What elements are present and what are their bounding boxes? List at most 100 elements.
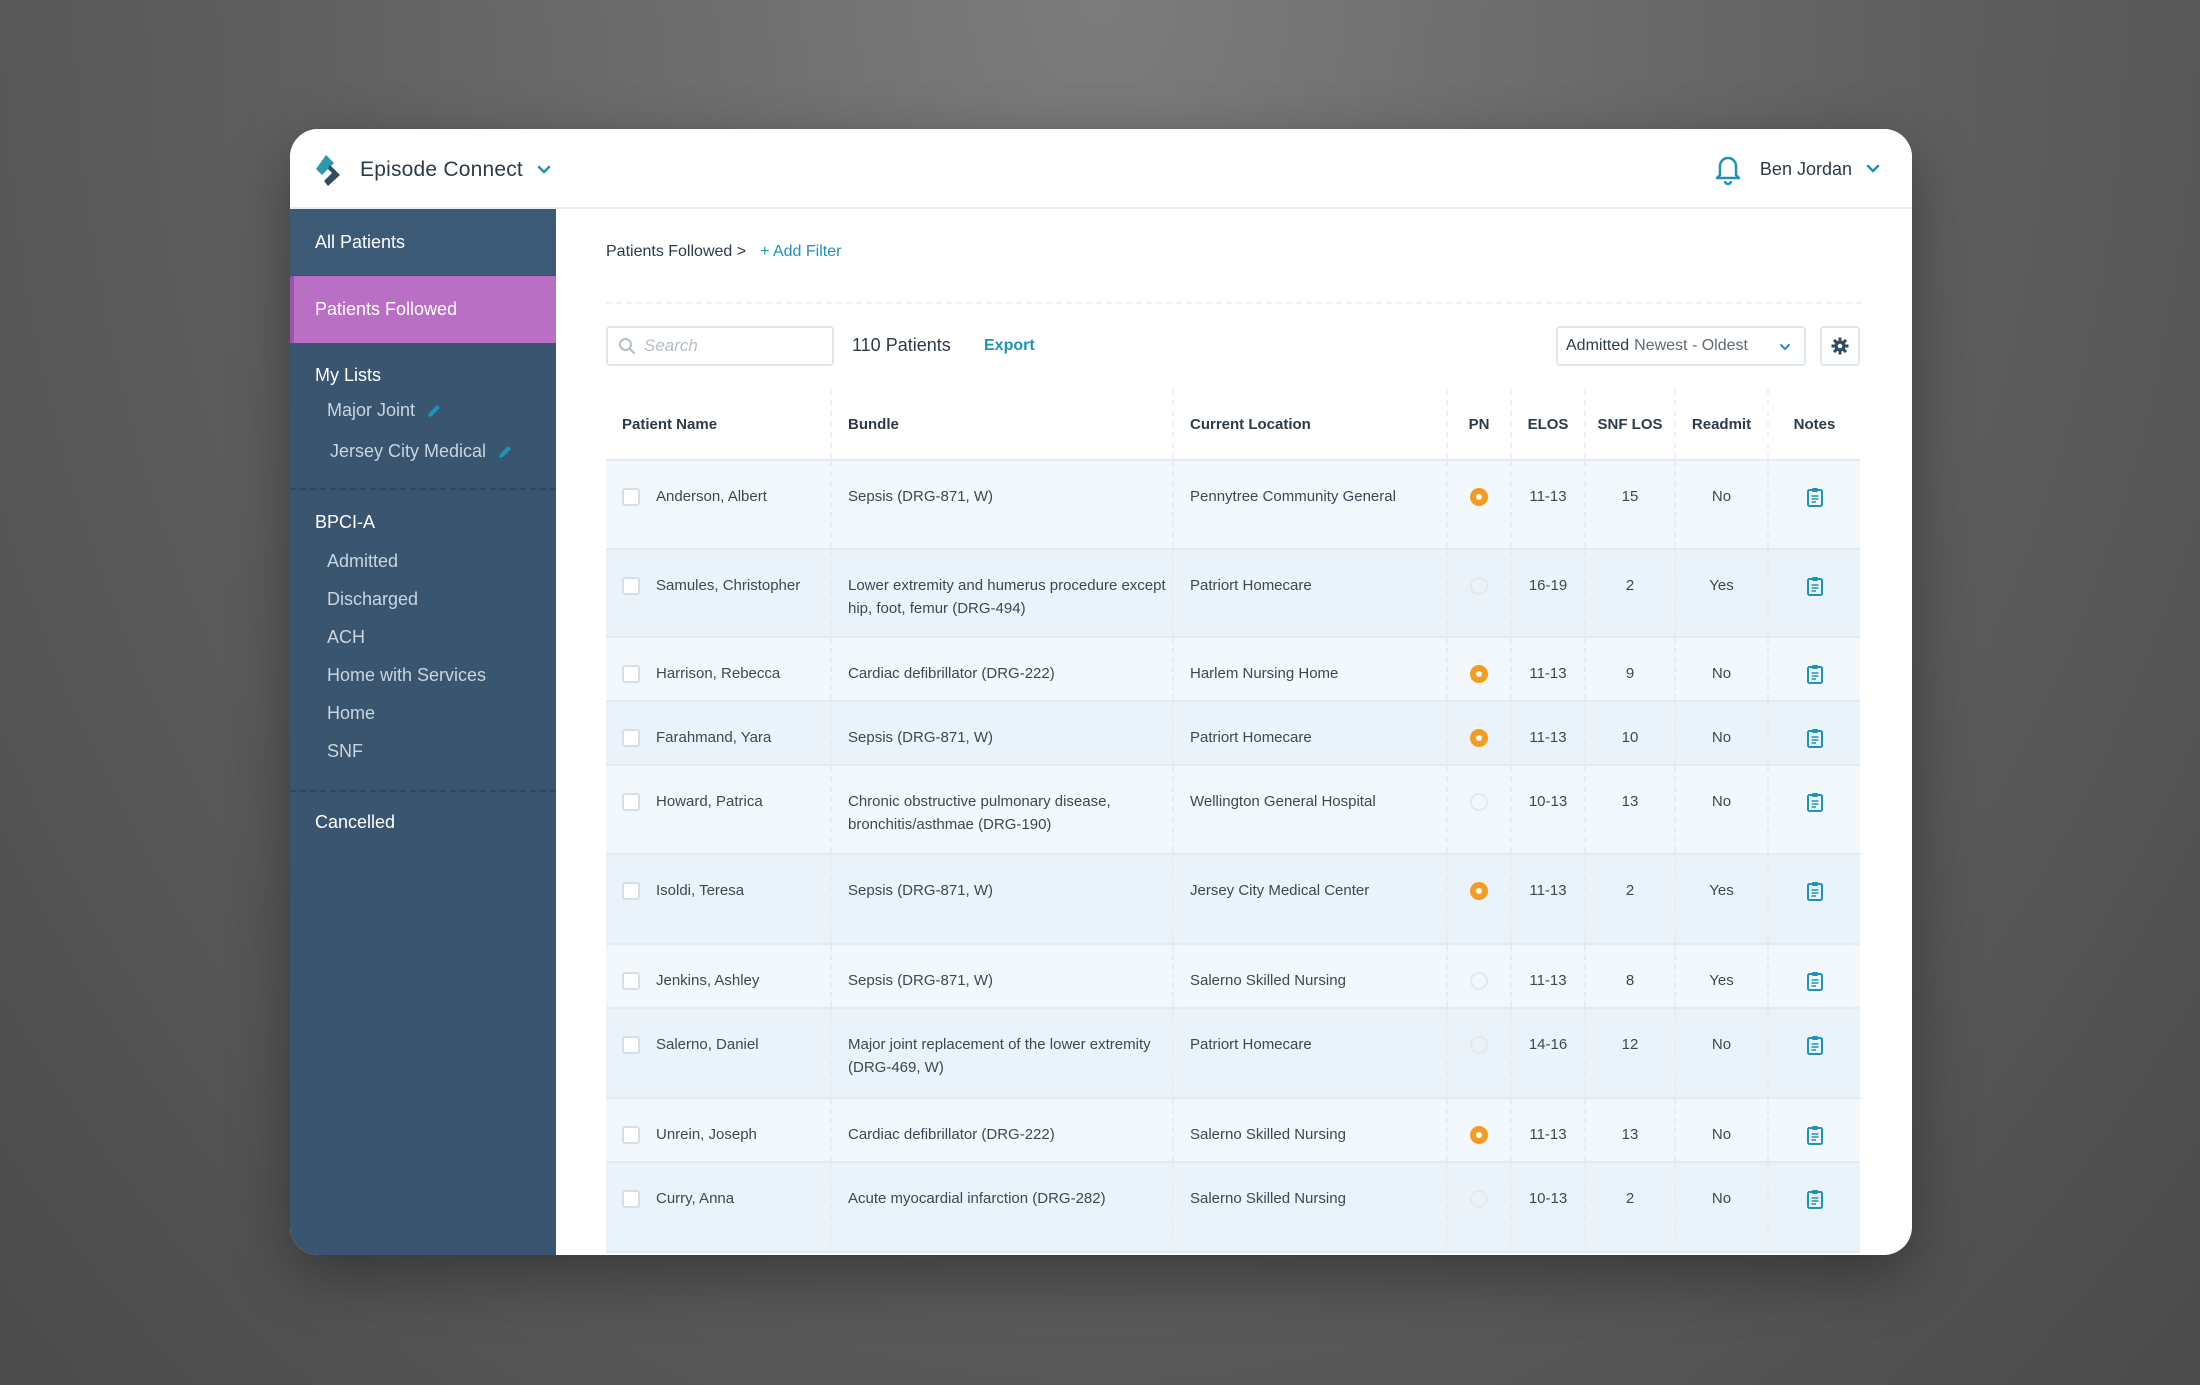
sidebar-item-admitted[interactable]: Admitted xyxy=(327,551,399,571)
patient-name[interactable]: Unrein, Joseph xyxy=(656,1126,757,1143)
patient-name[interactable]: Harrison, Rebecca xyxy=(656,665,781,682)
column-header-name[interactable]: Patient Name xyxy=(606,389,832,461)
bundle-cell: Sepsis (DRG-871, W) xyxy=(831,944,1174,1009)
sort-select[interactable]: Admitted Newest - Oldest xyxy=(1556,326,1806,366)
column-header-readmit[interactable]: Readmit xyxy=(1675,389,1769,461)
table-row[interactable]: Samules, Christopher Lower extremity and … xyxy=(606,549,1860,638)
clipboard-icon[interactable] xyxy=(1806,1035,1824,1056)
clipboard-icon[interactable] xyxy=(1806,487,1824,508)
clipboard-icon[interactable] xyxy=(1806,881,1824,902)
table-row[interactable]: Salerno, Daniel Major joint replacement o… xyxy=(606,1008,1860,1099)
notes-cell xyxy=(1768,637,1860,702)
column-header-elos[interactable]: ELOS xyxy=(1511,389,1586,461)
divider xyxy=(290,790,556,792)
patient-name[interactable]: Salerno, Daniel xyxy=(656,1036,759,1053)
patient-name[interactable]: Anderson, Albert xyxy=(656,488,767,505)
location-cell: Salerno Skilled Nursing xyxy=(1173,1098,1448,1163)
add-filter-link[interactable]: + Add Filter xyxy=(760,243,842,260)
pencil-icon[interactable] xyxy=(496,443,514,461)
table-row[interactable]: Isoldi, Teresa Sepsis (DRG-871, W) Jersey … xyxy=(606,854,1860,945)
pn-flag-icon xyxy=(1470,882,1488,901)
location-cell: Patriort Homecare xyxy=(1173,549,1448,638)
search-input[interactable]: Search xyxy=(606,326,834,366)
snf-los-cell: 13 xyxy=(1585,1098,1676,1163)
patient-name[interactable]: Samules, Christopher xyxy=(656,577,801,594)
pn-empty-icon xyxy=(1470,972,1488,991)
column-header-notes[interactable]: Notes xyxy=(1768,389,1860,461)
snf-los-cell: 13 xyxy=(1585,765,1676,855)
patient-count: 110 Patients xyxy=(852,335,951,355)
elos-cell: 11-13 xyxy=(1511,637,1586,702)
row-checkbox[interactable] xyxy=(622,728,640,747)
row-checkbox[interactable] xyxy=(622,1125,640,1144)
sidebar-item-discharged[interactable]: Discharged xyxy=(327,589,419,609)
pn-cell xyxy=(1447,701,1512,766)
column-header-snf-los[interactable]: SNF LOS xyxy=(1585,389,1676,461)
row-checkbox[interactable] xyxy=(622,1189,640,1208)
clipboard-icon[interactable] xyxy=(1806,1125,1824,1146)
readmit-cell: No xyxy=(1675,460,1769,550)
elos-cell: 14-16 xyxy=(1511,1008,1586,1099)
gear-icon xyxy=(1831,337,1849,355)
table-row[interactable]: Farahmand, Yara Sepsis (DRG-871, W) Patrio… xyxy=(606,701,1860,766)
sidebar-item-cancelled[interactable]: Cancelled xyxy=(315,812,396,832)
sidebar-item-home-with-services[interactable]: Home with Services xyxy=(327,665,487,685)
clipboard-icon[interactable] xyxy=(1806,664,1824,685)
breadcrumb-current[interactable]: Patients Followed > xyxy=(606,243,747,260)
clipboard-icon[interactable] xyxy=(1806,792,1824,813)
sidebar-item-patients-followed[interactable]: Patients Followed xyxy=(290,276,556,343)
table-row[interactable]: Anderson, Albert Sepsis (DRG-871, W) Penny… xyxy=(606,460,1860,550)
elos-cell: 10-13 xyxy=(1511,1162,1586,1253)
table-row[interactable]: Unrein, Joseph Cardiac defibrillator (DRG… xyxy=(606,1098,1860,1163)
row-checkbox[interactable] xyxy=(622,792,640,811)
pn-cell xyxy=(1447,854,1512,945)
table-row[interactable]: Harrison, Rebecca Cardiac defibrillator (… xyxy=(606,637,1860,702)
divider xyxy=(290,488,556,490)
column-header-location[interactable]: Current Location xyxy=(1173,389,1448,461)
clipboard-icon[interactable] xyxy=(1806,728,1824,749)
patient-name[interactable]: Curry, Anna xyxy=(656,1190,735,1207)
chevron-down-icon xyxy=(537,165,551,174)
pn-empty-icon xyxy=(1470,577,1488,596)
export-link[interactable]: Export xyxy=(984,337,1035,354)
clipboard-icon[interactable] xyxy=(1806,1189,1824,1210)
sidebar-item-home[interactable]: Home xyxy=(327,703,376,723)
patient-name-cell: Curry, Anna xyxy=(606,1162,832,1253)
patient-name[interactable]: Farahmand, Yara xyxy=(656,729,772,746)
row-checkbox[interactable] xyxy=(622,576,640,595)
app-switcher[interactable]: Episode Connect xyxy=(312,153,553,187)
bell-icon[interactable] xyxy=(1714,153,1742,185)
patient-name[interactable]: Howard, Patrica xyxy=(656,793,763,810)
row-checkbox[interactable] xyxy=(622,881,640,900)
row-checkbox[interactable] xyxy=(622,487,640,506)
table-row[interactable]: Howard, Patrica Chronic obstructive pulmo… xyxy=(606,765,1860,855)
clipboard-icon[interactable] xyxy=(1806,971,1824,992)
pn-flag-icon xyxy=(1470,729,1488,748)
table-row[interactable]: Curry, Anna Acute myocardial infarction (… xyxy=(606,1162,1860,1253)
search-icon xyxy=(619,338,635,354)
table-row[interactable]: Jenkins, Ashley Sepsis (DRG-871, W) Salern… xyxy=(606,944,1860,1009)
sidebar-item-all-patients[interactable]: All Patients xyxy=(290,209,556,276)
notes-cell xyxy=(1768,1162,1860,1253)
column-header-pn[interactable]: PN xyxy=(1447,389,1512,461)
patient-name[interactable]: Isoldi, Teresa xyxy=(656,882,745,899)
clipboard-icon[interactable] xyxy=(1806,576,1824,597)
user-name: Ben Jordan xyxy=(1759,158,1852,179)
sidebar-item-snf[interactable]: SNF xyxy=(327,741,363,761)
user-menu[interactable]: Ben Jordan xyxy=(1714,153,1882,185)
sidebar-item-major-joint[interactable]: Major Joint xyxy=(290,400,556,421)
pn-flag-icon xyxy=(1470,488,1488,507)
sidebar-item-jersey-city-medical[interactable]: Jersey City Medical xyxy=(290,441,556,462)
row-checkbox[interactable] xyxy=(622,971,640,990)
settings-button[interactable] xyxy=(1820,326,1860,366)
notes-cell xyxy=(1768,549,1860,638)
sidebar-item-ach[interactable]: ACH xyxy=(327,627,366,647)
app-window: Episode Connect Ben Jordan All Patients … xyxy=(290,129,1912,1255)
row-checkbox[interactable] xyxy=(622,1035,640,1054)
pencil-icon[interactable] xyxy=(425,402,443,420)
patient-name[interactable]: Jenkins, Ashley xyxy=(656,972,760,989)
readmit-cell: Yes xyxy=(1675,549,1769,638)
row-checkbox[interactable] xyxy=(622,664,640,683)
column-header-bundle[interactable]: Bundle xyxy=(831,389,1174,461)
patient-name-cell: Salerno, Daniel xyxy=(606,1008,832,1099)
